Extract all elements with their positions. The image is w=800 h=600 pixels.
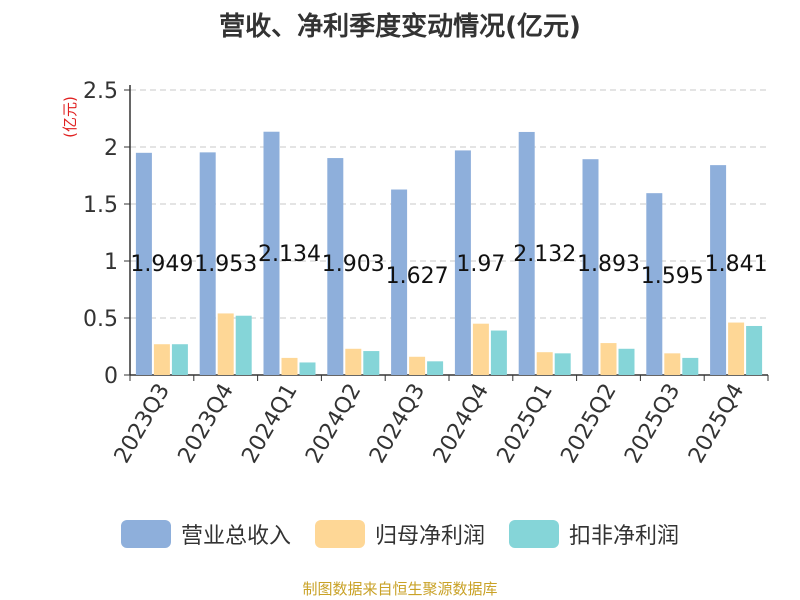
- bar-deducted-profit: [554, 353, 571, 375]
- y-axis-label: (亿元): [61, 96, 79, 138]
- bar-net-profit: [472, 323, 489, 375]
- x-tick-label: 2025Q1: [493, 380, 558, 468]
- bar-revenue: [454, 150, 471, 375]
- x-tick-label: 2025Q3: [620, 380, 685, 468]
- bar-deducted-profit: [235, 315, 252, 375]
- legend-item-deducted-profit[interactable]: 扣非净利润: [509, 518, 679, 550]
- bar-revenue: [391, 189, 408, 375]
- bar-deducted-profit: [746, 325, 763, 375]
- data-label: 2.134: [258, 242, 321, 267]
- bar-revenue: [518, 131, 535, 375]
- legend-swatch-revenue: [120, 520, 171, 548]
- y-tick-label: 2.5: [83, 79, 118, 104]
- x-tick-label: 2025Q2: [556, 380, 621, 468]
- bar-revenue: [582, 159, 599, 375]
- data-label: 1.893: [577, 252, 640, 277]
- bar-deducted-profit: [682, 357, 699, 375]
- legend-swatch-net-profit: [314, 520, 365, 548]
- bar-deducted-profit: [490, 330, 507, 375]
- legend-label-revenue: 营业总收入: [180, 524, 291, 549]
- data-label: 1.595: [641, 264, 704, 289]
- data-label: 1.953: [194, 252, 257, 277]
- legend-label-deducted-profit: 扣非净利润: [569, 524, 680, 549]
- x-tick-label: 2025Q4: [684, 380, 749, 468]
- data-label: 1.903: [322, 252, 385, 277]
- x-tick-label: 2024Q2: [301, 380, 366, 468]
- bar-revenue: [710, 165, 727, 375]
- x-tick-label: 2023Q3: [110, 380, 175, 468]
- x-tick-label: 2024Q4: [429, 380, 494, 468]
- bar-revenue: [646, 193, 663, 375]
- data-label: 2.132: [513, 242, 576, 267]
- bar-net-profit: [345, 348, 362, 375]
- bar-net-profit: [728, 322, 745, 375]
- y-tick-label: 2: [104, 136, 118, 161]
- y-tick-label: 1.5: [83, 193, 118, 218]
- data-label: 1.949: [130, 252, 193, 277]
- x-tick-label: 2023Q4: [174, 380, 239, 468]
- source-note: 制图数据来自恒生聚源数据库: [302, 580, 498, 598]
- bar-net-profit: [600, 343, 617, 375]
- bar-revenue: [327, 158, 344, 375]
- x-tick-label: 2024Q3: [365, 380, 430, 468]
- legend-item-revenue[interactable]: 营业总收入: [120, 518, 291, 550]
- y-tick-label: 0: [104, 364, 118, 389]
- bar-net-profit: [217, 313, 234, 375]
- chart-title: 营收、净利季度变动情况(亿元): [219, 12, 581, 42]
- bar-net-profit: [536, 352, 553, 375]
- x-tick-label: 2024Q1: [237, 380, 302, 468]
- bar-net-profit: [153, 344, 170, 375]
- bar-deducted-profit: [427, 361, 444, 375]
- bar-deducted-profit: [299, 362, 316, 375]
- bar-deducted-profit: [363, 351, 380, 375]
- bar-deducted-profit: [618, 348, 635, 375]
- bar-revenue: [199, 152, 216, 375]
- legend-swatch-deducted-profit: [509, 520, 559, 548]
- y-tick-label: 1: [104, 250, 118, 275]
- data-label: 1.97: [456, 252, 505, 277]
- data-label: 1.841: [705, 252, 768, 277]
- bar-net-profit: [281, 357, 298, 375]
- bar-deducted-profit: [171, 344, 188, 375]
- bar-net-profit: [664, 353, 681, 375]
- legend-item-net-profit[interactable]: 归母净利润: [314, 518, 485, 550]
- data-label: 1.627: [386, 264, 449, 289]
- y-tick-label: 0.5: [83, 307, 118, 332]
- bar-net-profit: [409, 356, 426, 375]
- legend: 营业总收入 归母净利润 扣非净利润: [0, 518, 800, 550]
- bar-revenue: [135, 152, 152, 375]
- bar-revenue: [263, 131, 280, 375]
- legend-label-net-profit: 归母净利润: [374, 524, 485, 549]
